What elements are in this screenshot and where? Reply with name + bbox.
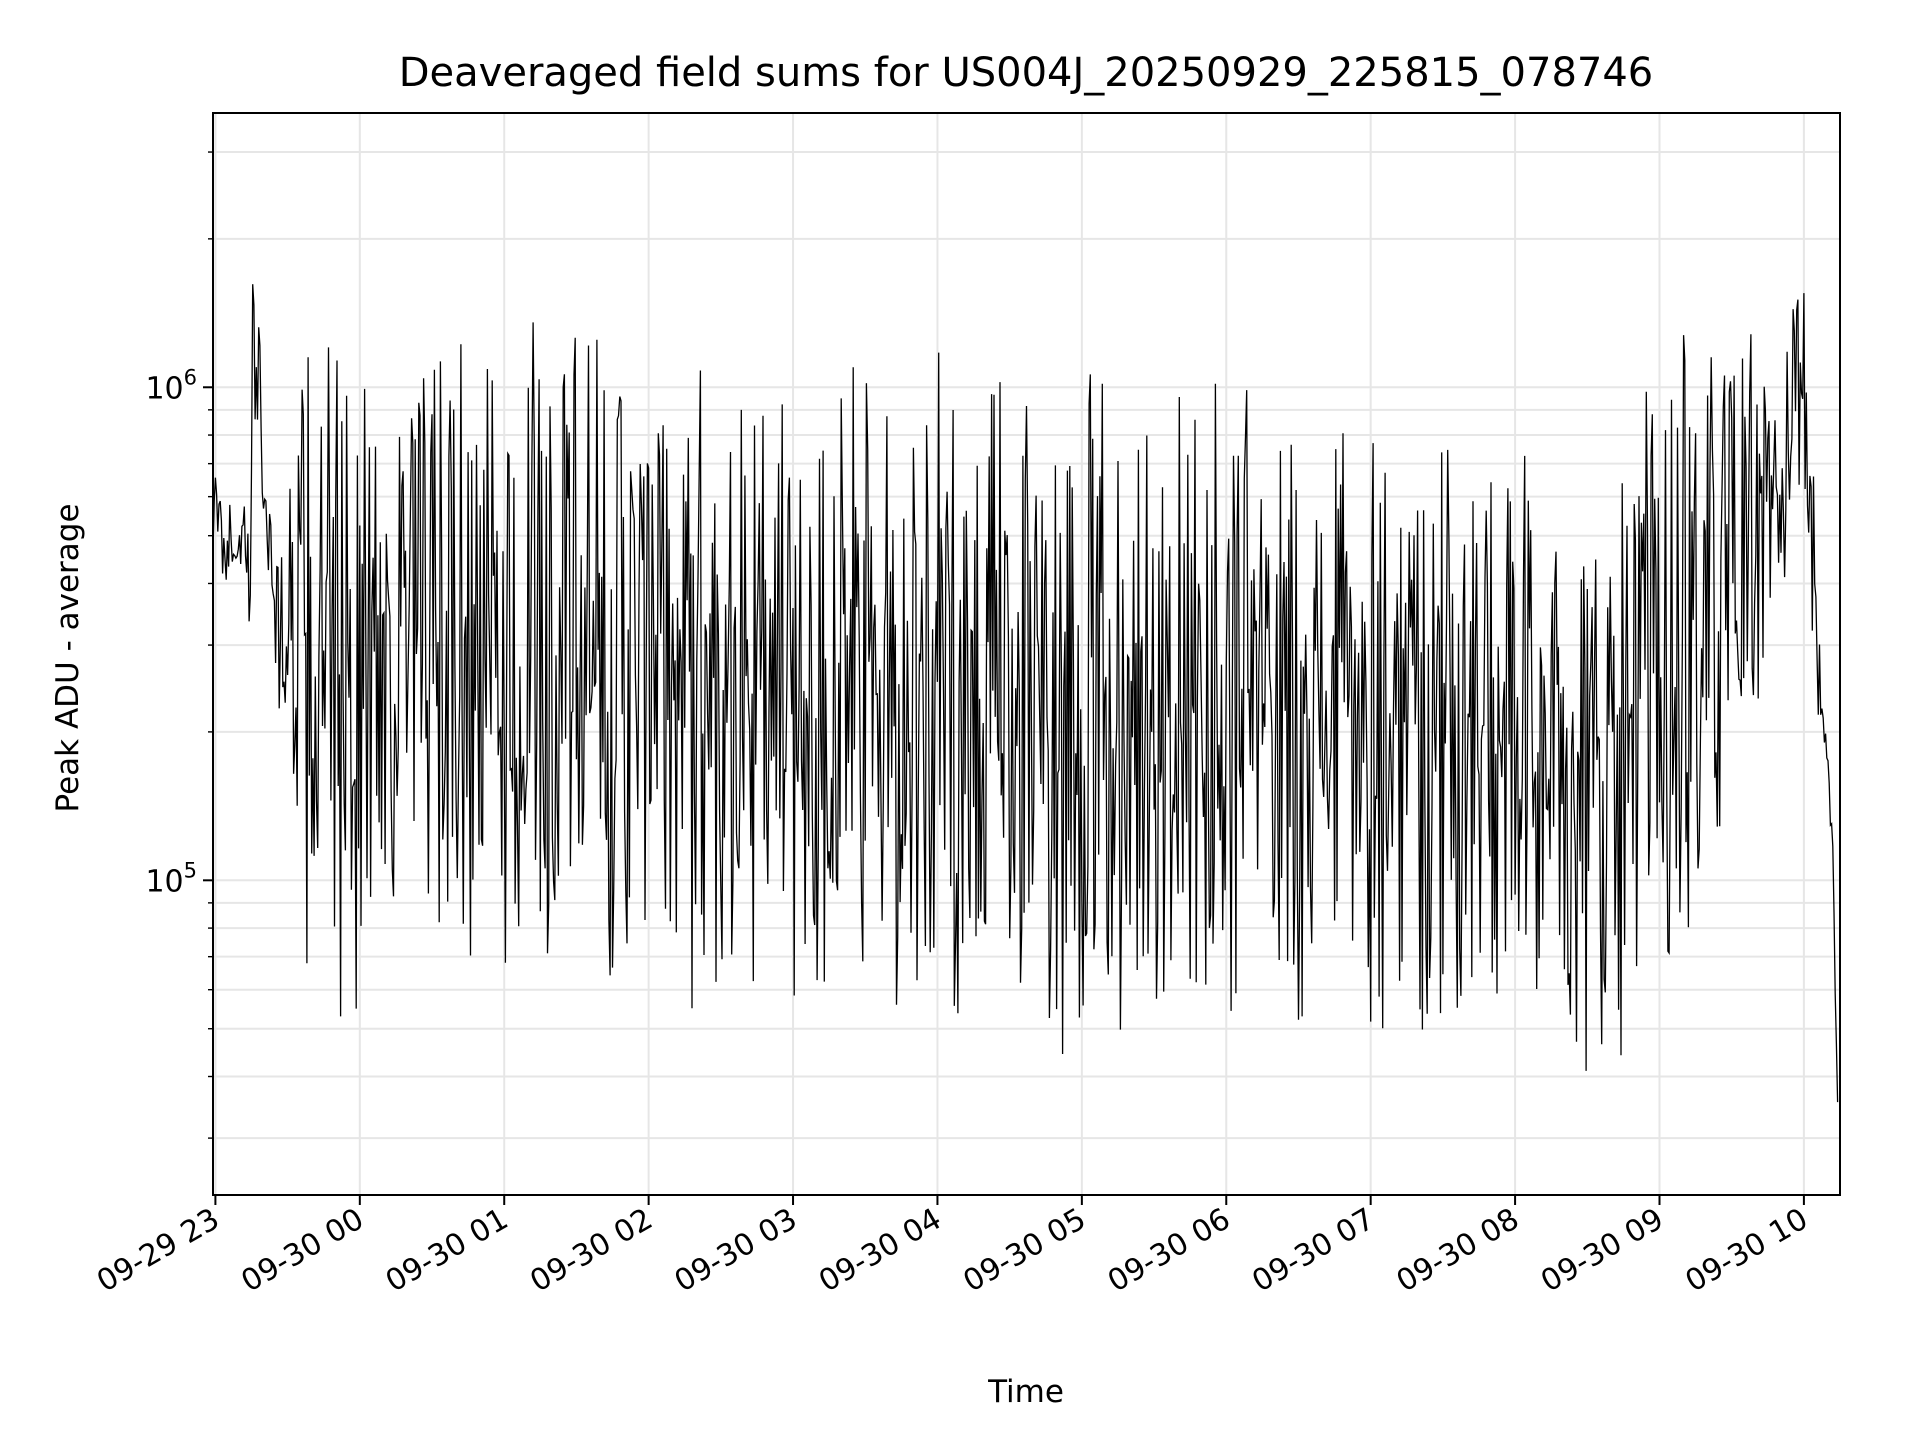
y-axis-ticks: 105 106: [145, 151, 213, 1139]
series-lines: [212, 284, 1839, 1103]
x-axis-title: Time: [987, 1374, 1064, 1410]
plot-frame: [212, 112, 1841, 1196]
y-tick-label: 105: [145, 858, 197, 899]
chart-title: Deaveraged field sums for US004J_2025092…: [399, 50, 1654, 96]
y-tick-label: 106: [145, 365, 197, 406]
y-axis-title: Peak ADU - average: [50, 503, 86, 812]
series-line: [212, 284, 1839, 1103]
